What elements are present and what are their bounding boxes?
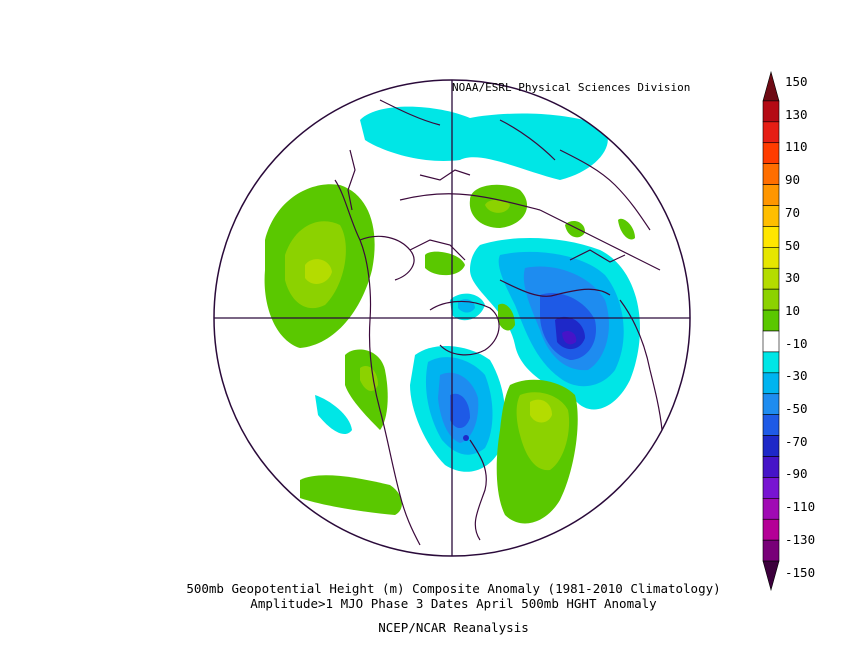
- colorbar-swatch: [762, 309, 780, 332]
- anomaly-field: [214, 80, 690, 556]
- colorbar-swatch: [762, 142, 780, 164]
- colorbar-label: 10: [785, 302, 801, 318]
- colorbar-label: 90: [785, 172, 801, 188]
- colorbar-swatch: [762, 456, 780, 478]
- colorbar-label: -30: [785, 368, 808, 384]
- colorbar-label: 50: [785, 237, 801, 253]
- colorbar-swatch: [762, 100, 780, 123]
- colorbar-swatch: [762, 351, 780, 374]
- colorbar-label: 150: [785, 74, 808, 89]
- credit-text: NOAA/ESRL Physical Sciences Division: [452, 81, 691, 94]
- colorbar-swatch: [762, 70, 780, 102]
- colorbar-swatch: [762, 518, 780, 541]
- caption-line1: 500mb Geopotential Height (m) Composite …: [186, 581, 721, 596]
- globe-outline: [213, 79, 691, 557]
- colorbar-label: -130: [785, 531, 816, 547]
- colorbar-swatch: [762, 435, 780, 457]
- colorbar-swatch: [762, 121, 780, 144]
- colorbar-swatch: [762, 372, 780, 395]
- colorbar-swatch: [762, 560, 780, 592]
- caption-line3: NCEP/NCAR Reanalysis: [378, 620, 529, 635]
- colorbar-label: -90: [785, 466, 808, 482]
- colorbar-swatch: [762, 288, 780, 311]
- colorbar-swatch: [762, 498, 780, 520]
- colorbar-swatch: [762, 414, 780, 436]
- colorbar-swatch: [762, 184, 780, 206]
- colorbar-label: 130: [785, 106, 808, 122]
- colorbar-label: -150: [785, 564, 816, 580]
- anomaly-region-arctic-negative: [360, 106, 608, 180]
- colorbar-label: -70: [785, 433, 808, 449]
- colorbar-swatch: [762, 330, 780, 353]
- colorbar-label: -10: [785, 335, 808, 351]
- colorbar-swatch: [762, 539, 780, 562]
- caption-line2: Amplitude>1 MJO Phase 3 Dates April 500m…: [250, 596, 657, 611]
- colorbar-swatch: [762, 267, 780, 290]
- colorbar-label: 30: [785, 270, 801, 286]
- colorbar-label: -50: [785, 401, 808, 416]
- colorbar-label: 110: [785, 139, 808, 155]
- colorbar-label: 70: [785, 204, 801, 220]
- colorbar-swatch: [762, 477, 780, 499]
- colorbar-swatch: [762, 163, 780, 185]
- colorbar: [762, 70, 780, 592]
- coastlines: [334, 99, 663, 546]
- colorbar-label: -110: [785, 499, 816, 515]
- colorbar-swatch: [762, 226, 780, 248]
- colorbar-swatch: [762, 393, 780, 415]
- colorbar-swatch: [762, 205, 780, 227]
- colorbar-swatch: [762, 247, 780, 269]
